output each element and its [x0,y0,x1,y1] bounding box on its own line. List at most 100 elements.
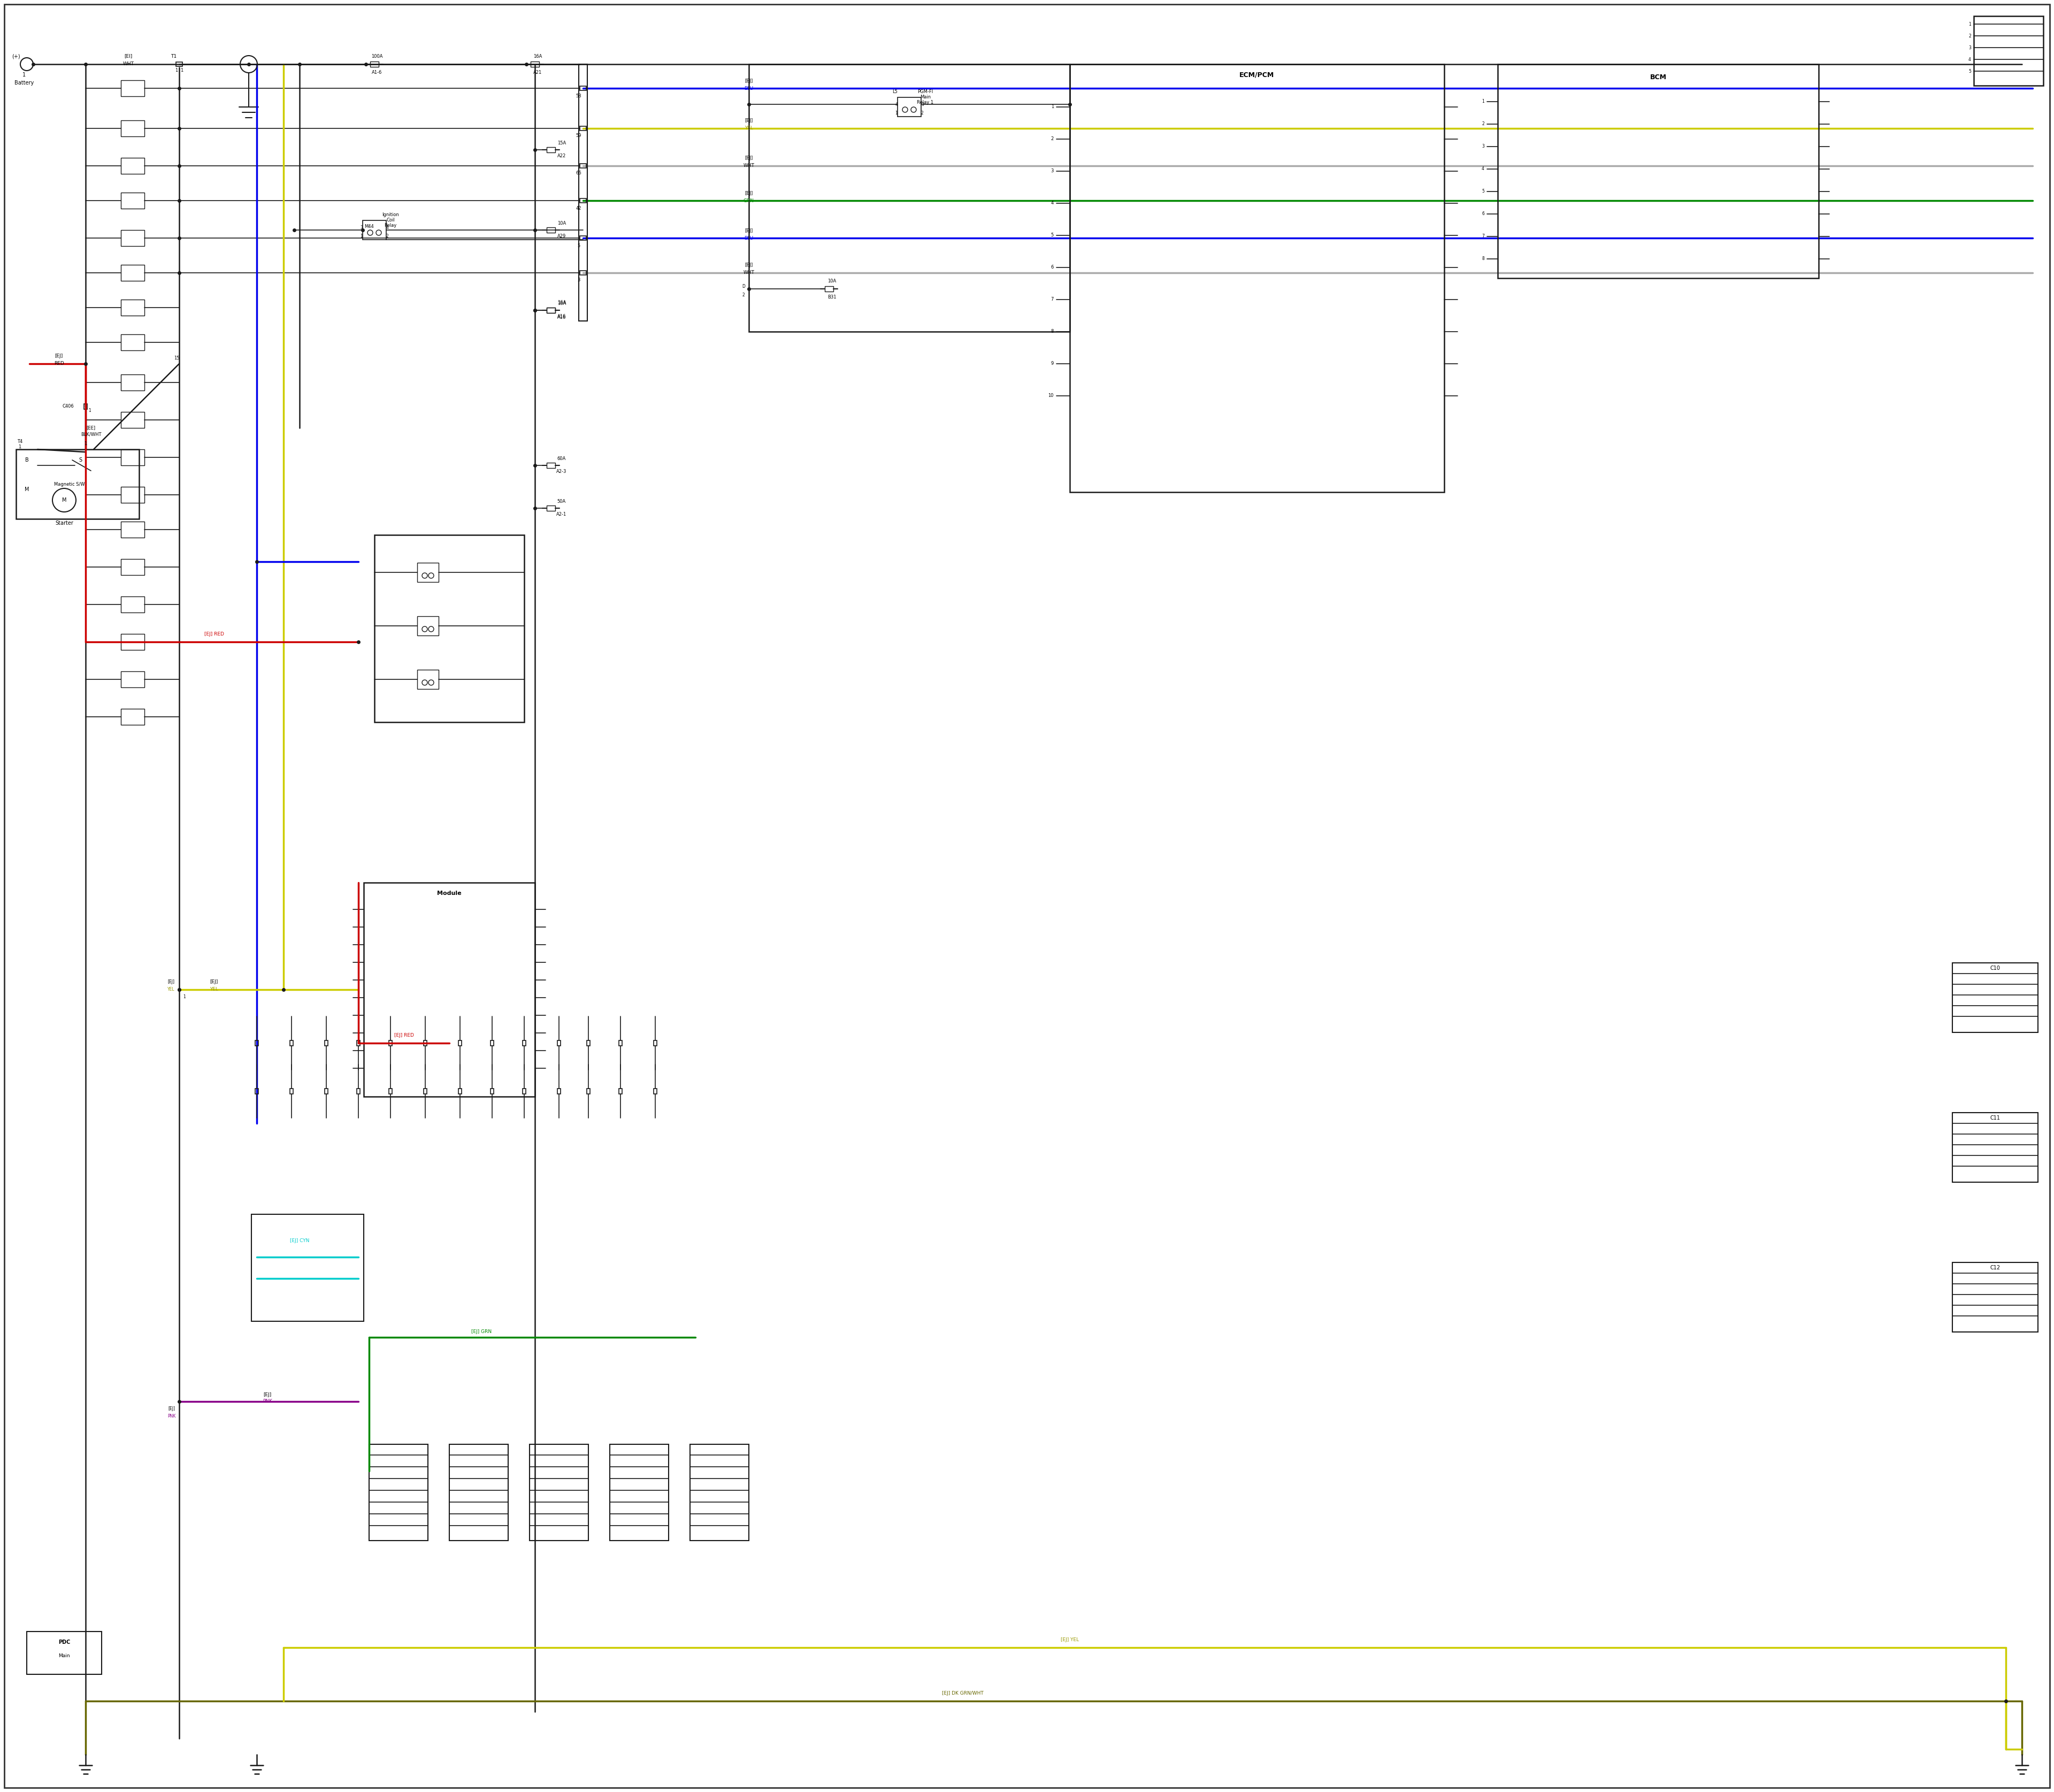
Bar [290,1041,294,1047]
Text: C406: C406 [62,405,74,409]
Text: D: D [741,283,746,289]
Text: 7: 7 [1052,297,1054,303]
Bar [750,65,1070,332]
Text: B: B [25,457,29,462]
Bar [255,1088,259,1093]
Bar [255,1041,259,1047]
Text: Module: Module [438,891,462,896]
Bar [546,147,555,152]
Text: C10: C10 [1990,966,2001,971]
Bar [121,559,144,575]
Text: A16: A16 [557,314,567,319]
Text: T4: T4 [16,439,23,444]
Bar [121,375,144,391]
Bar [653,1088,657,1093]
Text: WHT: WHT [123,61,134,66]
Bar [522,1088,526,1093]
Bar [450,1444,507,1541]
Bar [898,97,920,116]
Text: 5: 5 [577,244,579,247]
Text: BCM: BCM [1649,73,1666,81]
Bar [290,1088,294,1093]
Bar [546,308,555,314]
Text: [EJ]: [EJ] [746,228,754,233]
Bar [690,1444,750,1541]
Bar [579,199,585,202]
Bar [27,1631,101,1674]
Text: 42: 42 [575,206,581,210]
Text: A16: A16 [557,315,567,321]
Text: 6: 6 [1481,211,1485,217]
Text: [EJ] DK GRN/WHT: [EJ] DK GRN/WHT [943,1692,984,1695]
Bar [579,125,585,131]
Bar [579,237,585,240]
Bar [423,1088,427,1093]
Text: YEL: YEL [168,987,175,993]
Bar [1953,962,2038,1032]
Text: Ignition: Ignition [382,213,398,217]
Bar [579,65,587,321]
Bar [357,1088,359,1093]
Bar [370,61,378,66]
Text: Relay: Relay [384,224,396,228]
Text: 8: 8 [1052,330,1054,333]
Text: 100A: 100A [372,54,382,59]
Bar [177,63,183,66]
Text: 16A: 16A [557,301,567,306]
Text: 2: 2 [1968,34,1972,38]
Text: 3: 3 [577,278,579,283]
Text: Main: Main [58,1654,70,1658]
Bar [251,1215,364,1321]
Bar [374,536,524,722]
Text: M: M [62,498,66,504]
Bar [121,487,144,504]
Text: 16A: 16A [534,54,542,59]
Text: 3: 3 [359,226,364,229]
Bar [121,412,144,428]
Text: A21: A21 [534,70,542,75]
Text: [EJ] YEL: [EJ] YEL [1060,1638,1078,1643]
Bar [121,299,144,315]
Bar [121,597,144,613]
Bar [587,1041,589,1047]
Text: 4: 4 [386,226,388,229]
Text: 4: 4 [1968,57,1972,61]
Text: 3: 3 [1481,143,1485,149]
Bar [357,1041,359,1047]
Bar [557,1041,561,1047]
Bar [458,1088,462,1093]
Text: 1: 1 [183,995,185,1000]
Text: 1: 1 [23,72,27,77]
Text: A22: A22 [557,154,567,159]
Text: [EJ]: [EJ] [746,263,754,267]
Bar [579,271,585,274]
Bar [417,616,440,636]
Text: (+): (+) [12,54,21,59]
Text: 16A: 16A [557,301,567,305]
Text: C12: C12 [1990,1265,2001,1271]
Text: 50A: 50A [557,500,567,504]
Text: Main: Main [920,95,930,100]
Bar [121,120,144,136]
Bar [1497,65,1818,278]
Bar [388,1088,392,1093]
Bar [325,1041,329,1047]
Text: 1: 1 [359,235,364,238]
Text: [EJ]: [EJ] [746,190,754,195]
Text: BLU: BLU [744,235,754,240]
Bar [546,308,555,314]
Text: Relay 1: Relay 1 [916,100,935,106]
Text: Battery: Battery [14,81,33,86]
Bar [121,335,144,351]
Text: [EE]: [EE] [86,425,97,430]
Bar [121,450,144,466]
Text: [EJ]: [EJ] [746,156,754,161]
Bar [423,1041,427,1047]
Text: 2: 2 [386,235,388,238]
Text: 1: 1 [84,441,86,446]
Text: WHT: WHT [744,163,754,168]
Bar [491,1088,493,1093]
Text: 15: 15 [175,357,179,360]
Bar [1953,1262,2038,1331]
Text: [EJ]: [EJ] [746,79,754,82]
